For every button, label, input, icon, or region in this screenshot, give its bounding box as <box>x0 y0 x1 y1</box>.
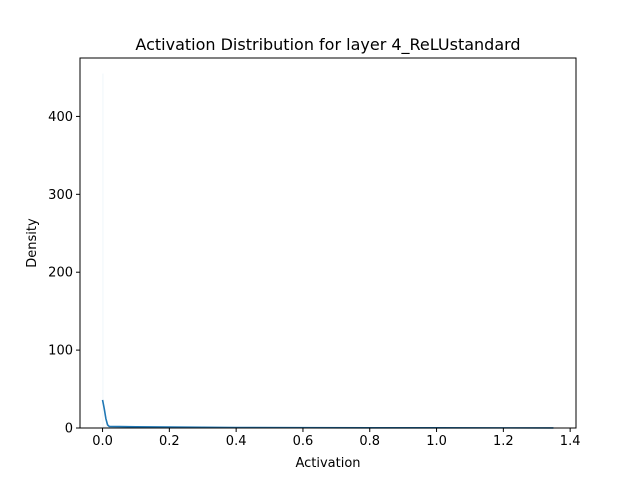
y-axis-ticks: 0 100 200 300 400 <box>48 110 80 437</box>
x-tick-label: 0.0 <box>92 434 113 449</box>
plot-frame <box>79 57 577 429</box>
histogram-bar-0 <box>102 73 104 428</box>
y-tick-label: 0 <box>65 422 73 437</box>
y-tick-label: 400 <box>48 110 73 125</box>
x-tick-label: 1.0 <box>426 434 447 449</box>
x-tick-label: 1.4 <box>560 434 581 449</box>
y-tick-label: 300 <box>48 188 73 203</box>
x-tick-label: 1.2 <box>493 434 514 449</box>
y-axis-label: Density <box>25 218 40 268</box>
x-tick-label: 0.4 <box>226 434 247 449</box>
x-axis-ticks: 0.0 0.2 0.4 0.6 0.8 1.0 1.2 1.4 <box>92 428 580 449</box>
x-tick-label: 0.6 <box>293 434 314 449</box>
chart-title: Activation Distribution for layer 4_ReLU… <box>135 35 520 55</box>
x-tick-label: 0.8 <box>359 434 380 449</box>
histogram-bar-1 <box>103 426 110 428</box>
x-tick-label: 0.2 <box>159 434 180 449</box>
y-tick-label: 200 <box>48 266 73 281</box>
x-axis-label: Activation <box>295 456 360 471</box>
y-tick-label: 100 <box>48 344 73 359</box>
